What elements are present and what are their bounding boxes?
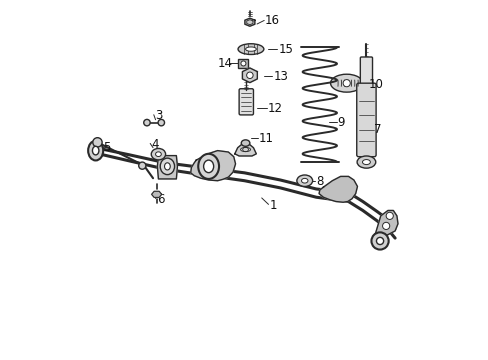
Circle shape <box>343 80 349 87</box>
Circle shape <box>158 120 164 126</box>
Text: 1: 1 <box>269 199 277 212</box>
Text: 15: 15 <box>278 42 293 55</box>
Ellipse shape <box>296 175 312 186</box>
Polygon shape <box>244 18 254 26</box>
Polygon shape <box>151 191 162 197</box>
Ellipse shape <box>356 156 375 168</box>
Polygon shape <box>242 68 257 82</box>
Ellipse shape <box>301 179 307 183</box>
Text: 11: 11 <box>258 132 273 145</box>
Circle shape <box>376 237 383 244</box>
Text: 7: 7 <box>373 123 380 136</box>
Ellipse shape <box>155 152 161 157</box>
Text: 16: 16 <box>264 14 279 27</box>
Circle shape <box>143 120 150 126</box>
Circle shape <box>93 138 102 147</box>
Circle shape <box>382 222 389 229</box>
Ellipse shape <box>362 159 369 165</box>
Ellipse shape <box>241 140 249 146</box>
Text: 2: 2 <box>160 166 167 179</box>
Ellipse shape <box>160 158 174 175</box>
Circle shape <box>386 212 392 220</box>
FancyBboxPatch shape <box>360 57 372 88</box>
Circle shape <box>139 162 145 169</box>
Ellipse shape <box>245 47 256 51</box>
Ellipse shape <box>238 44 264 54</box>
Circle shape <box>241 61 245 66</box>
Text: 5: 5 <box>102 141 110 154</box>
Polygon shape <box>157 156 177 179</box>
Ellipse shape <box>203 160 213 173</box>
Text: 8: 8 <box>316 175 323 188</box>
Text: 10: 10 <box>367 78 382 91</box>
Ellipse shape <box>92 146 99 155</box>
Bar <box>238 59 248 68</box>
Ellipse shape <box>151 148 165 160</box>
Polygon shape <box>319 176 357 202</box>
Text: 4: 4 <box>151 138 159 150</box>
Ellipse shape <box>164 163 170 170</box>
Ellipse shape <box>330 74 362 92</box>
Ellipse shape <box>88 141 103 161</box>
Text: 9: 9 <box>337 116 345 129</box>
Circle shape <box>246 72 253 78</box>
Text: 13: 13 <box>273 69 287 82</box>
Text: 14: 14 <box>217 57 232 70</box>
Text: 6: 6 <box>156 193 164 206</box>
Polygon shape <box>234 144 256 156</box>
Text: 12: 12 <box>267 102 282 115</box>
FancyBboxPatch shape <box>356 83 375 157</box>
FancyBboxPatch shape <box>239 89 253 115</box>
Ellipse shape <box>198 154 219 179</box>
Text: 3: 3 <box>155 109 162 122</box>
Polygon shape <box>190 150 235 181</box>
Polygon shape <box>375 211 397 235</box>
Circle shape <box>371 232 388 249</box>
